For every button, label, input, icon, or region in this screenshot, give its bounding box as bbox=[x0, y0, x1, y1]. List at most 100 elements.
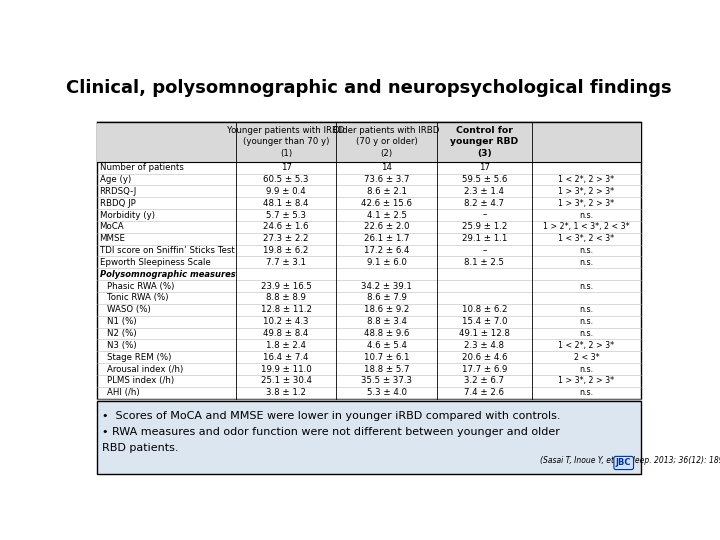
Text: 1 < 2*, 2 > 3*: 1 < 2*, 2 > 3* bbox=[558, 175, 614, 184]
Text: JBC: JBC bbox=[616, 458, 631, 468]
Text: Stage REM (%): Stage REM (%) bbox=[107, 353, 171, 362]
Text: Morbidity (y): Morbidity (y) bbox=[99, 211, 155, 219]
Text: 48.1 ± 8.4: 48.1 ± 8.4 bbox=[264, 199, 309, 208]
Text: 25.9 ± 1.2: 25.9 ± 1.2 bbox=[462, 222, 507, 231]
Text: n.s.: n.s. bbox=[580, 211, 593, 219]
Text: 1 < 2*, 2 > 3*: 1 < 2*, 2 > 3* bbox=[558, 341, 614, 350]
Text: 9.1 ± 6.0: 9.1 ± 6.0 bbox=[366, 258, 407, 267]
Text: RBDQ JP: RBDQ JP bbox=[99, 199, 135, 208]
Text: 18.8 ± 5.7: 18.8 ± 5.7 bbox=[364, 364, 410, 374]
Text: 3.2 ± 6.7: 3.2 ± 6.7 bbox=[464, 376, 505, 386]
Text: 59.5 ± 5.6: 59.5 ± 5.6 bbox=[462, 175, 507, 184]
Text: 34.2 ± 39.1: 34.2 ± 39.1 bbox=[361, 281, 412, 291]
Text: 22.6 ± 2.0: 22.6 ± 2.0 bbox=[364, 222, 410, 231]
Text: 73.6 ± 3.7: 73.6 ± 3.7 bbox=[364, 175, 410, 184]
Text: –: – bbox=[482, 211, 487, 219]
Text: 42.6 ± 15.6: 42.6 ± 15.6 bbox=[361, 199, 412, 208]
Text: 49.8 ± 8.4: 49.8 ± 8.4 bbox=[264, 329, 309, 338]
Text: 8.8 ± 3.4: 8.8 ± 3.4 bbox=[366, 317, 407, 326]
Text: n.s.: n.s. bbox=[580, 329, 593, 338]
Text: Tonic RWA (%): Tonic RWA (%) bbox=[107, 293, 168, 302]
Text: 19.8 ± 6.2: 19.8 ± 6.2 bbox=[264, 246, 309, 255]
Text: Number of patients: Number of patients bbox=[99, 163, 184, 172]
Text: Older patients with IRBD
(70 y or older)
(2): Older patients with IRBD (70 y or older)… bbox=[333, 126, 440, 158]
Text: 3.8 ± 1.2: 3.8 ± 1.2 bbox=[266, 388, 306, 397]
Text: 8.8 ± 8.9: 8.8 ± 8.9 bbox=[266, 293, 306, 302]
Text: 2 < 3*: 2 < 3* bbox=[574, 353, 599, 362]
Bar bbox=[97, 401, 641, 474]
Text: 17: 17 bbox=[281, 163, 292, 172]
Text: 18.6 ± 9.2: 18.6 ± 9.2 bbox=[364, 305, 410, 314]
Text: n.s.: n.s. bbox=[580, 388, 593, 397]
Text: Age (y): Age (y) bbox=[99, 175, 131, 184]
Text: 7.4 ± 2.6: 7.4 ± 2.6 bbox=[464, 388, 505, 397]
Text: 19.9 ± 11.0: 19.9 ± 11.0 bbox=[261, 364, 312, 374]
Text: 12.8 ± 11.2: 12.8 ± 11.2 bbox=[261, 305, 312, 314]
Text: n.s.: n.s. bbox=[580, 281, 593, 291]
Text: 7.7 ± 3.1: 7.7 ± 3.1 bbox=[266, 258, 306, 267]
Text: 17.7 ± 6.9: 17.7 ± 6.9 bbox=[462, 364, 507, 374]
Text: 15.4 ± 7.0: 15.4 ± 7.0 bbox=[462, 317, 508, 326]
Text: 14: 14 bbox=[381, 163, 392, 172]
Text: 8.2 ± 4.7: 8.2 ± 4.7 bbox=[464, 199, 505, 208]
Text: Arousal index (/h): Arousal index (/h) bbox=[107, 364, 183, 374]
Text: 9.9 ± 0.4: 9.9 ± 0.4 bbox=[266, 187, 306, 196]
Text: 4.1 ± 2.5: 4.1 ± 2.5 bbox=[366, 211, 407, 219]
Text: 48.8 ± 9.6: 48.8 ± 9.6 bbox=[364, 329, 410, 338]
Text: n.s.: n.s. bbox=[580, 305, 593, 314]
Text: 4.6 ± 5.4: 4.6 ± 5.4 bbox=[366, 341, 407, 350]
Text: • RWA measures and odor function were not different between younger and older: • RWA measures and odor function were no… bbox=[102, 427, 559, 437]
Text: n.s.: n.s. bbox=[580, 246, 593, 255]
Text: N3 (%): N3 (%) bbox=[107, 341, 136, 350]
Text: 10.7 ± 6.1: 10.7 ± 6.1 bbox=[364, 353, 410, 362]
Text: 23.9 ± 16.5: 23.9 ± 16.5 bbox=[261, 281, 312, 291]
Bar bbox=[97, 122, 641, 161]
Text: 1 > 3*, 2 > 3*: 1 > 3*, 2 > 3* bbox=[558, 376, 614, 386]
Text: 17.2 ± 6.4: 17.2 ± 6.4 bbox=[364, 246, 410, 255]
Text: Phasic RWA (%): Phasic RWA (%) bbox=[107, 281, 174, 291]
Text: n.s.: n.s. bbox=[580, 364, 593, 374]
Text: PLMS index (/h): PLMS index (/h) bbox=[107, 376, 174, 386]
Bar bbox=[97, 122, 641, 399]
Text: N2 (%): N2 (%) bbox=[107, 329, 136, 338]
Text: AHI (/h): AHI (/h) bbox=[107, 388, 139, 397]
Text: 17: 17 bbox=[479, 163, 490, 172]
Text: (Sasai T, Inoue Y, et al. Sleep. 2013; 36(12): 1893-1899.): (Sasai T, Inoue Y, et al. Sleep. 2013; 3… bbox=[540, 456, 720, 464]
Text: 2.3 ± 4.8: 2.3 ± 4.8 bbox=[464, 341, 505, 350]
Text: 29.1 ± 1.1: 29.1 ± 1.1 bbox=[462, 234, 507, 243]
Text: n.s.: n.s. bbox=[580, 258, 593, 267]
Text: 10.8 ± 6.2: 10.8 ± 6.2 bbox=[462, 305, 508, 314]
Text: WASO (%): WASO (%) bbox=[107, 305, 150, 314]
Text: 20.6 ± 4.6: 20.6 ± 4.6 bbox=[462, 353, 508, 362]
Text: 16.4 ± 7.4: 16.4 ± 7.4 bbox=[264, 353, 309, 362]
Text: MMSE: MMSE bbox=[99, 234, 125, 243]
Text: 8.6 ± 2.1: 8.6 ± 2.1 bbox=[366, 187, 407, 196]
Text: 8.1 ± 2.5: 8.1 ± 2.5 bbox=[464, 258, 505, 267]
Text: RBD patients.: RBD patients. bbox=[102, 443, 179, 453]
Text: N1 (%): N1 (%) bbox=[107, 317, 136, 326]
Text: Clinical, polysomnographic and neuropsychological findings: Clinical, polysomnographic and neuropsyc… bbox=[66, 79, 672, 97]
Text: 1 > 3*, 2 > 3*: 1 > 3*, 2 > 3* bbox=[558, 199, 614, 208]
Text: Younger patients with IRBD
(younger than 70 y)
(1): Younger patients with IRBD (younger than… bbox=[228, 126, 345, 158]
Text: 10.2 ± 4.3: 10.2 ± 4.3 bbox=[264, 317, 309, 326]
Text: 49.1 ± 12.8: 49.1 ± 12.8 bbox=[459, 329, 510, 338]
Text: RRDSQ-J: RRDSQ-J bbox=[99, 187, 137, 196]
Text: n.s.: n.s. bbox=[580, 317, 593, 326]
Text: 35.5 ± 37.3: 35.5 ± 37.3 bbox=[361, 376, 412, 386]
Text: 1.8 ± 2.4: 1.8 ± 2.4 bbox=[266, 341, 306, 350]
Text: 1 > 3*, 2 > 3*: 1 > 3*, 2 > 3* bbox=[558, 187, 614, 196]
Text: 27.3 ± 2.2: 27.3 ± 2.2 bbox=[264, 234, 309, 243]
Text: 60.5 ± 5.3: 60.5 ± 5.3 bbox=[264, 175, 309, 184]
Text: 1 < 3*, 2 < 3*: 1 < 3*, 2 < 3* bbox=[558, 234, 614, 243]
Text: Control for
younger RBD
(3): Control for younger RBD (3) bbox=[451, 126, 518, 158]
Text: 26.1 ± 1.7: 26.1 ± 1.7 bbox=[364, 234, 410, 243]
Text: 5.7 ± 5.3: 5.7 ± 5.3 bbox=[266, 211, 306, 219]
Text: 1 > 2*, 1 < 3*, 2 < 3*: 1 > 2*, 1 < 3*, 2 < 3* bbox=[543, 222, 630, 231]
Text: 2.3 ± 1.4: 2.3 ± 1.4 bbox=[464, 187, 505, 196]
Text: Epworth Sleepiness Scale: Epworth Sleepiness Scale bbox=[99, 258, 210, 267]
Text: •  Scores of MoCA and MMSE were lower in younger iRBD compared with controls.: • Scores of MoCA and MMSE were lower in … bbox=[102, 411, 560, 421]
Text: 8.6 ± 7.9: 8.6 ± 7.9 bbox=[366, 293, 407, 302]
Text: 5.3 ± 4.0: 5.3 ± 4.0 bbox=[366, 388, 407, 397]
Text: MoCA: MoCA bbox=[99, 222, 125, 231]
Text: TDI score on Sniffin’ Sticks Test: TDI score on Sniffin’ Sticks Test bbox=[99, 246, 234, 255]
